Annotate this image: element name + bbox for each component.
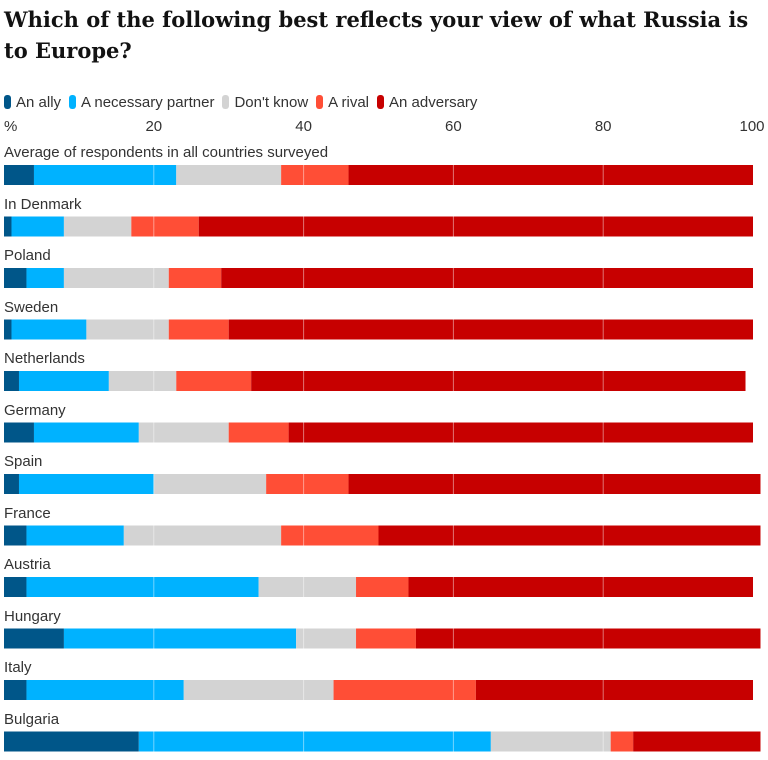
bar-segment [356, 577, 409, 597]
legend-label: Don't know [234, 93, 309, 111]
row-label: Austria [4, 556, 51, 573]
bar-segment [153, 474, 267, 494]
bar-segment [123, 525, 282, 546]
legend-swatch [316, 95, 324, 109]
x-tick-label: 20 [145, 118, 163, 135]
bar-segment [4, 525, 27, 546]
x-tick-label: 40 [295, 118, 312, 135]
bar-segment [63, 268, 169, 288]
bar-segment [408, 577, 753, 597]
bar-segment [4, 268, 27, 288]
bar-segment [288, 422, 753, 443]
row-label: In Denmark [4, 195, 82, 213]
bar-segment [26, 680, 184, 700]
bar-segment [176, 165, 282, 185]
bar-segment [138, 731, 491, 752]
bar-segment [198, 216, 754, 237]
bar-segment [26, 525, 124, 546]
legend-swatch [377, 95, 385, 109]
bar-segment [228, 319, 753, 340]
legend-label: A rival [328, 93, 370, 111]
bar-segment [86, 319, 169, 340]
axis-unit-label: % [4, 118, 18, 135]
bar-segment [348, 474, 761, 494]
legend-swatch [69, 95, 77, 109]
bar-segment [475, 680, 753, 700]
legend-label: An ally [16, 93, 62, 111]
bar-segment [415, 628, 761, 649]
legend-item: An adversary [377, 94, 477, 111]
bar-segment [11, 216, 64, 237]
row-label: Spain [4, 453, 43, 470]
bar-segment [4, 422, 34, 443]
bar-segment [168, 319, 229, 340]
bar-segment [4, 628, 64, 649]
bar-segment [258, 577, 357, 597]
row-label: Poland [4, 247, 51, 264]
legend-item: An ally [4, 94, 61, 111]
bar-segment [4, 680, 27, 700]
bar-segment [490, 731, 611, 752]
bar-segment [4, 577, 27, 597]
bar-segment [281, 525, 379, 546]
bar-segment [281, 165, 349, 185]
legend-item: Don't know [222, 94, 308, 111]
x-tick-label: 100 [739, 118, 765, 135]
bar-segment [63, 216, 132, 237]
bar-segment [4, 474, 19, 494]
row-label: Germany [4, 401, 66, 419]
bar-segment [296, 628, 357, 649]
x-tick-label: 80 [594, 118, 612, 135]
bar-segment [33, 422, 139, 443]
chart-legend: An ally A necessary partner Don't know A ri… [4, 92, 485, 112]
row-label: France [4, 504, 51, 522]
bar-segment [356, 628, 416, 649]
bar-segment [26, 268, 64, 288]
row-label: Italy [4, 659, 32, 676]
legend-swatch [222, 95, 230, 109]
bar-segment [228, 422, 289, 443]
bar-segment [11, 319, 87, 340]
bar-segment [33, 165, 177, 185]
bar-segment [4, 165, 34, 185]
legend-item: A rival [316, 94, 369, 111]
legend-swatch [4, 95, 11, 109]
bar-segment [4, 319, 12, 340]
bar-segment [168, 268, 222, 288]
bar-segment [221, 268, 753, 288]
bar-segment [4, 731, 139, 752]
row-label: Average of respondents in all countries … [4, 144, 329, 161]
legend-item: A necessary partner [69, 94, 214, 111]
x-tick-label: 60 [445, 118, 462, 135]
row-label: Bulgaria [4, 710, 60, 728]
bar-segment [4, 371, 19, 391]
bar-segment [26, 577, 259, 597]
bar-segment [131, 216, 199, 237]
row-label: Hungary [4, 607, 61, 625]
bar-segment [183, 680, 334, 700]
legend-label: An adversary [389, 93, 478, 111]
legend-label: A necessary partner [81, 93, 215, 111]
row-label: Netherlands [4, 350, 85, 367]
bar-segment [138, 422, 229, 443]
chart-title: Which of the following best reflects you… [4, 7, 749, 63]
bar-segment [333, 680, 476, 700]
bar-segment [251, 371, 746, 391]
bar-segment [176, 371, 252, 391]
bar-segment [18, 474, 154, 494]
bar-segment [18, 371, 109, 391]
bar-segment [378, 525, 761, 546]
bar-segment [610, 731, 634, 752]
bar-segment [63, 628, 297, 649]
bar-segment [348, 165, 753, 185]
bar-segment [4, 216, 12, 237]
bar-segment [266, 474, 349, 494]
bar-segment [108, 371, 177, 391]
bar-segment [633, 731, 761, 752]
row-label: Sweden [4, 298, 59, 316]
